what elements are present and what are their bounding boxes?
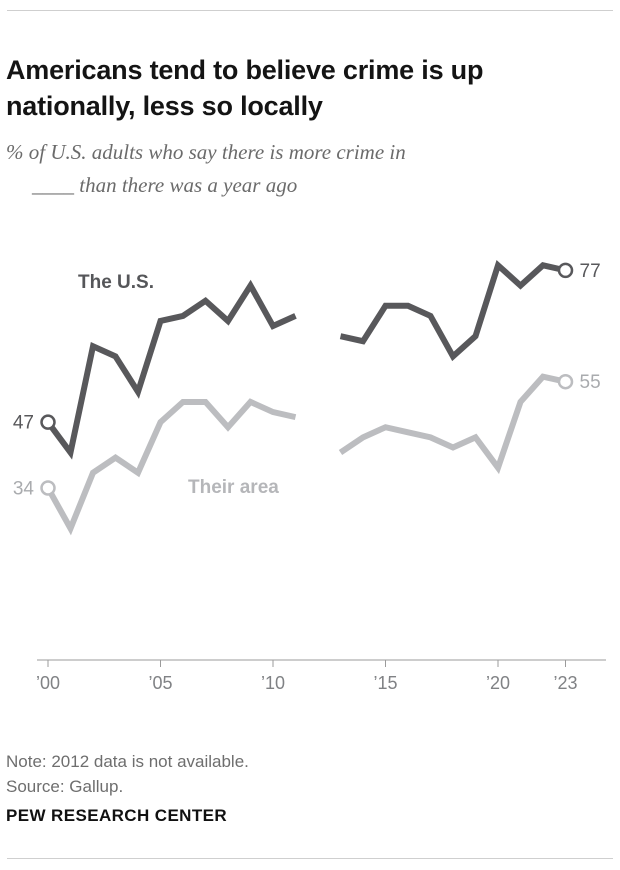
series-endpoint-marker [557,262,574,279]
series-line-their-area [338,373,567,475]
series-end-value-label: 77 [580,261,601,282]
chart-subtitle-line2: ____ than there was a year ago [32,172,298,197]
chart-source: Source: Gallup. [6,777,124,796]
series-start-value-label: 34 [13,478,35,499]
series-line-us [45,279,297,460]
series-endpoint-marker [40,414,56,430]
x-axis-tick-label: ’10 [261,673,285,693]
chart-subtitle-line1: % of U.S. adults who say there is more c… [6,140,406,164]
x-axis-tick-label: ’23 [553,673,577,693]
bottom-divider [7,858,613,859]
chart-subtitle: % of U.S. adults who say there is more c… [6,136,606,201]
top-divider [7,10,613,11]
chart-title: Americans tend to believe crime is up na… [6,55,484,122]
series-endpoint-marker [557,373,574,390]
x-axis-tick-label: ’00 [36,673,60,693]
series-line-us [339,259,567,362]
chart-note: Note: 2012 data is not available. [6,752,249,771]
crime-line-chart: ’00 ’05 ’10 ’15 ’20 ’23 34 55 47 77 [13,259,606,693]
x-axis-tick-label: ’05 [148,673,172,693]
x-axis-tick-label: ’15 [373,673,397,693]
series-end-value-label: 55 [580,372,601,393]
x-axis-tick-label: ’20 [486,673,510,693]
series-start-value-label: 47 [13,413,34,434]
series-endpoint-marker [40,480,56,496]
series-line-their-area [45,398,297,536]
pew-research-center-brand: PEW RESEARCH CENTER [6,806,228,825]
